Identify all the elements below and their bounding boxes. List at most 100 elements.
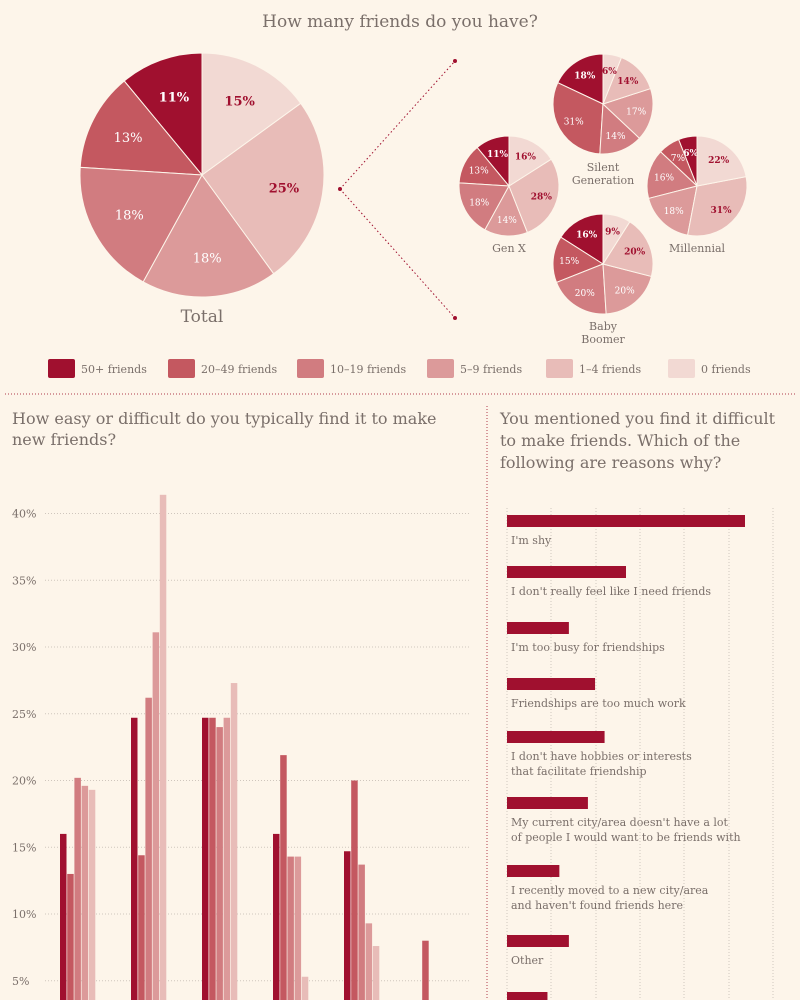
pie-slice — [142, 174, 275, 298]
y-tick-label: 15% — [12, 841, 36, 854]
bar — [60, 833, 67, 1000]
reasons-chart-title-line-3: following are reasons why? — [500, 453, 721, 472]
legend-item: 20–49 friends — [168, 359, 277, 378]
reason-row: I'm too busy for friendships — [507, 622, 665, 654]
legend: 50+ friends 20–49 friends 10–19 friends 5–9… — [48, 359, 751, 378]
pie-slice — [79, 80, 204, 176]
legend-label: 5–9 friends — [460, 363, 522, 376]
pie-slice-label: 20% — [575, 289, 595, 299]
pie-charts: 11%13%18%18%25%15%Total18%31%14%17%14%6%… — [79, 52, 748, 346]
bar — [131, 717, 138, 1000]
reason-label: of people I would want to be friends wit… — [511, 831, 741, 844]
pie-slice — [79, 166, 203, 283]
pie-slice-label: 13% — [114, 131, 143, 146]
pie-slice-label: 31% — [711, 206, 733, 216]
bar — [507, 992, 548, 1000]
bar — [159, 494, 167, 1000]
bar — [507, 622, 569, 634]
pie-slice-label: 13% — [469, 167, 489, 177]
reason-label: My current city/area doesn't have a lot — [511, 816, 729, 829]
pie-panel-label: Generation — [572, 174, 634, 187]
pie-slice-label: 16% — [654, 174, 674, 184]
pie-slice — [602, 87, 654, 139]
pie-panel-label: Baby — [589, 320, 618, 333]
bar — [81, 785, 89, 1000]
reason-label: Friendships are too much work — [511, 697, 686, 710]
pie-slice — [602, 263, 653, 315]
pie-connector — [338, 59, 457, 320]
pie-slice-label: 18% — [664, 207, 684, 217]
bar — [507, 515, 745, 527]
pie-slice-label: 18% — [574, 71, 596, 81]
reason-row: I don't have hobbies or interests that fa… — [507, 731, 692, 778]
y-tick-label: 10% — [12, 908, 36, 921]
bar — [230, 683, 238, 1000]
pie-slice — [647, 185, 698, 236]
bar — [507, 797, 588, 809]
pie-slice-label: 14% — [617, 77, 639, 87]
pie-slice-label: 9% — [605, 228, 620, 238]
reason-row: My current city/area doesn't have a lot o… — [507, 797, 741, 844]
bar — [365, 923, 373, 1000]
legend-item: 10–19 friends — [297, 359, 406, 378]
bar — [507, 566, 626, 578]
y-tick-label: 35% — [12, 574, 36, 587]
pie-panel-label: Gen X — [492, 242, 526, 255]
pie-slice-label: 18% — [115, 209, 144, 224]
bar — [372, 946, 380, 1000]
pie-slice-label: 28% — [531, 193, 553, 203]
pie-slice-label: 6% — [683, 149, 698, 159]
pie-panel-label: Millennial — [669, 242, 726, 255]
y-tick-label: 5% — [12, 975, 29, 988]
reason-row: I'm shy — [507, 515, 745, 547]
pie-panel-label: Total — [181, 307, 224, 327]
reason-row: Other — [507, 935, 569, 967]
bar — [301, 976, 309, 1000]
legend-label: 20–49 friends — [201, 363, 277, 376]
pie-slice-label: 18% — [193, 251, 222, 266]
reason-row: I recently moved to a new city/area and h… — [507, 865, 709, 912]
bar-chart-title-line-2: new friends? — [12, 430, 116, 449]
reason-label: I don't really feel like I need friends — [511, 585, 711, 598]
pie-slice-label: 6% — [602, 67, 617, 77]
pie-slice-label: 20% — [624, 248, 646, 258]
y-tick-label: 20% — [12, 775, 36, 788]
pie-slice — [557, 53, 604, 105]
reasons-chart-title-line-2: to make friends. Which of the — [500, 431, 740, 450]
pie-slice-label: 11% — [159, 90, 190, 105]
pie-slice — [555, 263, 607, 315]
y-tick-label: 40% — [12, 508, 36, 521]
pie-slice-label: 14% — [606, 132, 626, 142]
pie-slice-label: 7% — [671, 154, 686, 164]
bar — [202, 717, 209, 1000]
bar-chart-title-line-1: How easy or difficult do you typically f… — [12, 409, 437, 428]
pie-slice-label: 25% — [269, 182, 300, 197]
bar — [273, 833, 280, 1000]
bar-chart-title: How easy or difficult do you typically f… — [12, 409, 442, 449]
legend-swatch — [48, 359, 75, 378]
pie-slice-label: 17% — [626, 108, 646, 118]
pie-slice-label: 15% — [224, 95, 255, 110]
bar — [223, 717, 231, 1000]
pie-slice-label: 20% — [615, 286, 635, 296]
pie-slice — [201, 52, 302, 176]
reason-row — [507, 992, 548, 1000]
y-tick-label: 25% — [12, 708, 36, 721]
pie-slice-label: 16% — [576, 230, 598, 240]
bar — [507, 935, 569, 947]
bar — [145, 697, 152, 1000]
reason-row: I don't really feel like I need friends — [507, 566, 711, 598]
pie-slice — [508, 158, 560, 234]
pie-slice — [696, 135, 747, 187]
legend-swatch — [168, 359, 195, 378]
reason-row: Friendships are too much work — [507, 678, 686, 710]
pie-slice-label: 22% — [708, 156, 730, 166]
reason-label: I don't have hobbies or interests — [511, 750, 692, 763]
pie-slice-label: 16% — [515, 152, 537, 162]
bar — [507, 731, 605, 743]
pie-gen-x: 11% 13% 18% 14% 28% 16% Gen X — [458, 135, 560, 255]
pie-slice — [602, 53, 623, 105]
bar — [294, 856, 302, 1000]
